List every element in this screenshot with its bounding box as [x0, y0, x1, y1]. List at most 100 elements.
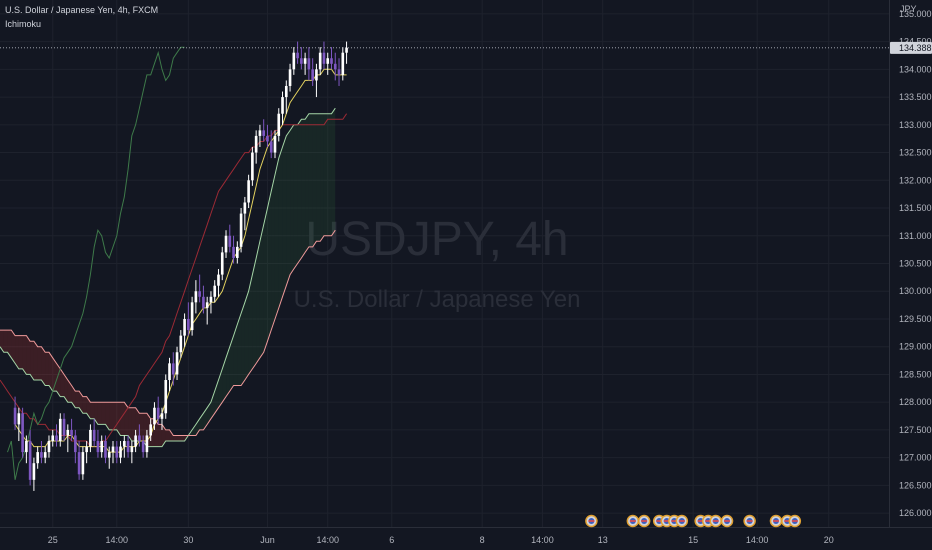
candle[interactable]	[228, 224, 232, 253]
candle[interactable]	[269, 130, 273, 159]
candle[interactable]	[153, 402, 156, 430]
candle[interactable]	[96, 429, 100, 458]
candle[interactable]	[36, 446, 39, 469]
candle[interactable]	[307, 47, 311, 81]
candle[interactable]	[81, 446, 85, 480]
candle[interactable]	[179, 330, 183, 358]
candle[interactable]	[235, 241, 239, 264]
candle[interactable]	[74, 429, 77, 464]
economic-event-flag-icon[interactable]	[743, 514, 756, 528]
candle[interactable]	[32, 457, 36, 491]
economic-event-flag-icon[interactable]	[675, 514, 689, 528]
candle[interactable]	[111, 441, 115, 464]
candles[interactable]	[13, 41, 348, 491]
candle[interactable]	[224, 230, 228, 258]
economic-event-flag-icon[interactable]	[769, 514, 783, 528]
candle[interactable]	[254, 130, 258, 164]
candle[interactable]	[262, 119, 266, 142]
candle[interactable]	[198, 274, 201, 303]
candle[interactable]	[326, 52, 330, 75]
candle[interactable]	[70, 418, 73, 442]
candle[interactable]	[345, 41, 348, 64]
candle[interactable]	[122, 435, 126, 458]
candle[interactable]	[251, 147, 254, 186]
candle[interactable]	[281, 91, 284, 125]
candle[interactable]	[160, 407, 164, 430]
candle[interactable]	[258, 124, 262, 148]
time-axis[interactable]: 25 14:00 30 Jun 14:00 6 8 14:00 13 15 14:00 20	[48, 535, 834, 545]
economic-event-flag-icon[interactable]	[626, 514, 640, 528]
candle[interactable]	[66, 424, 70, 453]
candle[interactable]	[89, 424, 92, 453]
candle[interactable]	[156, 396, 160, 425]
candle[interactable]	[149, 418, 152, 442]
candle[interactable]	[341, 47, 345, 81]
candle[interactable]	[62, 413, 66, 442]
candle[interactable]	[311, 58, 314, 86]
economic-event-flag-icon[interactable]	[585, 514, 598, 528]
candle[interactable]	[277, 108, 281, 142]
candle[interactable]	[164, 374, 168, 419]
candle[interactable]	[175, 346, 179, 380]
candle[interactable]	[168, 357, 171, 392]
candle[interactable]	[288, 63, 292, 92]
candle[interactable]	[205, 296, 209, 325]
candle[interactable]	[40, 441, 43, 464]
candle[interactable]	[217, 269, 220, 297]
candle[interactable]	[202, 285, 205, 314]
candle[interactable]	[220, 246, 224, 281]
candle[interactable]	[194, 280, 198, 314]
price-axis[interactable]: 135.000 134.500 134.000 133.500 133.000 132.5…	[899, 9, 932, 518]
candle[interactable]	[243, 196, 247, 231]
candle[interactable]	[284, 80, 288, 114]
candle[interactable]	[190, 296, 194, 336]
candle[interactable]	[138, 424, 141, 447]
economic-event-flag-icon[interactable]	[720, 514, 734, 528]
candle[interactable]	[209, 291, 213, 314]
candle[interactable]	[300, 47, 303, 70]
candle[interactable]	[141, 435, 145, 458]
indicator-legend[interactable]: Ichimoku	[5, 19, 41, 29]
candle[interactable]	[145, 429, 149, 458]
candle[interactable]	[171, 352, 175, 386]
candle[interactable]	[318, 47, 322, 75]
candle[interactable]	[28, 429, 32, 486]
candle[interactable]	[134, 429, 137, 453]
candle[interactable]	[130, 441, 134, 464]
candle[interactable]	[47, 435, 51, 458]
candle[interactable]	[115, 441, 119, 464]
candle[interactable]	[43, 446, 47, 464]
candle[interactable]	[187, 302, 190, 336]
economic-event-flag-icon[interactable]	[709, 514, 722, 528]
economic-event-flag-icon[interactable]	[788, 514, 802, 528]
candle[interactable]	[25, 435, 28, 464]
candle[interactable]	[247, 174, 250, 209]
candle[interactable]	[296, 41, 299, 64]
candle[interactable]	[92, 418, 96, 447]
candle[interactable]	[100, 435, 104, 458]
candle[interactable]	[232, 235, 235, 264]
candle[interactable]	[77, 441, 81, 480]
economic-event-flag-icon[interactable]	[637, 514, 651, 528]
candle[interactable]	[183, 313, 186, 347]
candle[interactable]	[107, 446, 111, 469]
candle[interactable]	[104, 435, 107, 464]
candle[interactable]	[292, 47, 296, 75]
candle[interactable]	[21, 407, 24, 458]
candle[interactable]	[213, 280, 217, 303]
economic-events[interactable]	[585, 514, 802, 528]
candle[interactable]	[126, 435, 130, 458]
candle[interactable]	[337, 58, 341, 86]
candle[interactable]	[13, 396, 17, 430]
candle[interactable]	[239, 208, 243, 253]
candle[interactable]	[119, 441, 122, 464]
candle[interactable]	[51, 429, 55, 447]
candle[interactable]	[85, 441, 88, 464]
candle[interactable]	[330, 47, 333, 70]
candle[interactable]	[55, 424, 58, 447]
candle[interactable]	[266, 124, 269, 148]
candle[interactable]	[315, 63, 318, 98]
candle[interactable]	[303, 52, 307, 75]
